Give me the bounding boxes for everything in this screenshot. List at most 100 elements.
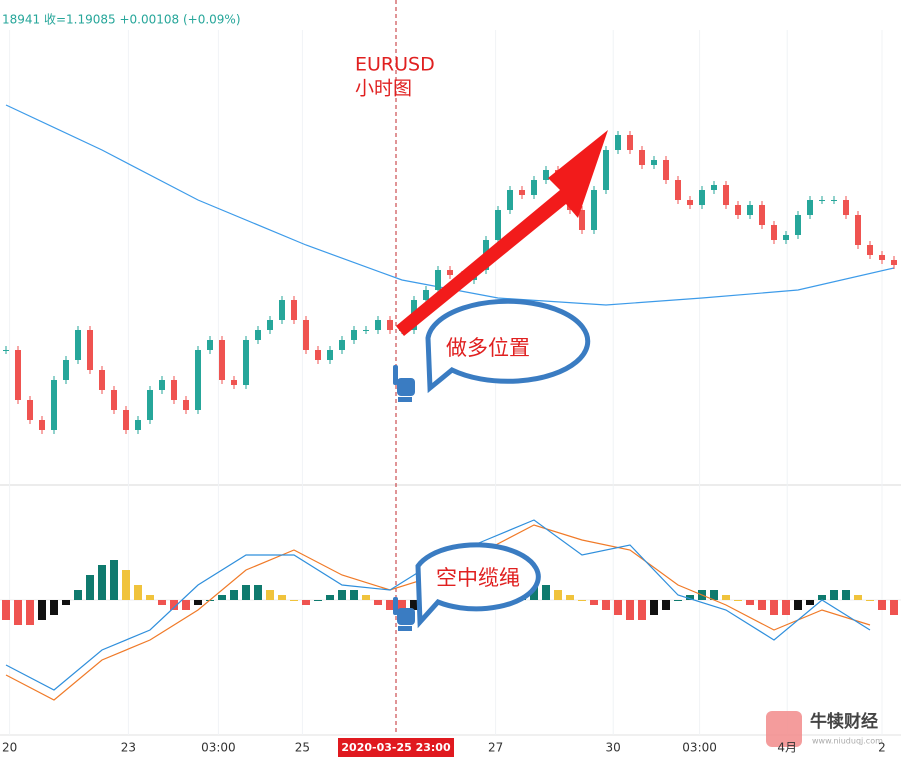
histogram-bar [122,570,130,600]
histogram-bar [842,590,850,600]
candle [831,200,837,201]
callout-bubble [415,542,541,629]
chart-title: EURUSD [355,54,435,76]
callout-text: 做多位置 [446,336,530,360]
candle [651,160,657,165]
histogram-bar [818,595,826,600]
candle [531,180,537,195]
x-tick-label: 23 [121,741,136,755]
candle [435,270,441,290]
x-tick-label: 03:00 [201,741,236,755]
candle [87,330,93,370]
candle [675,180,681,200]
candle [711,185,717,190]
candle [123,410,129,430]
histogram-bar [326,595,334,600]
candle [99,370,105,390]
candle [39,420,45,430]
histogram-bar [146,595,154,600]
watermark-logo [766,711,802,747]
candle [447,270,453,275]
candle [243,340,249,385]
candle [15,350,21,400]
histogram-bar [278,595,286,600]
candle [855,215,861,245]
candle [687,200,693,205]
candle [159,380,165,390]
hand-icon [393,365,415,402]
candle [879,255,885,260]
candle [183,400,189,410]
histogram-bar [614,600,622,615]
histogram-bar [26,600,34,625]
histogram-bar [770,600,778,615]
x-tick-label: 2 [878,741,886,755]
candle [807,200,813,215]
candle [843,200,849,215]
histogram-bar [782,600,790,615]
candle [291,300,297,320]
candle [747,205,753,215]
candle [423,290,429,300]
chart-subtitle: 小时图 [355,78,412,100]
candle [519,190,525,195]
candle [267,320,273,330]
candle [327,350,333,360]
candle [207,340,213,350]
candle [579,210,585,230]
histogram-bar [242,585,250,600]
histogram-bar [878,600,886,610]
histogram-bar [302,600,310,605]
histogram-bar [170,600,178,610]
callout-bubble [425,298,591,394]
candle [75,330,81,360]
crosshair-label: 2020-03-25 23:00 [341,741,451,754]
histogram-bar [338,590,346,600]
candle [867,245,873,255]
candle [735,205,741,215]
candle [51,380,57,430]
watermark-name: 牛犊财经 [810,711,878,732]
candle [759,205,765,225]
histogram-bar [194,600,202,605]
histogram-bar [254,585,262,600]
hand-icon [393,597,415,631]
x-tick-label: 20 [2,741,17,755]
candle [795,215,801,235]
histogram-bar [830,590,838,600]
candle [219,340,225,380]
candle [495,210,501,240]
histogram-bar [398,600,406,615]
candle [3,350,9,351]
histogram-bar [50,600,58,615]
histogram-bar [722,595,730,600]
candle [615,135,621,150]
histogram-bar [758,600,766,610]
candle [171,380,177,400]
histogram-bar [566,595,574,600]
histogram-bar [542,585,550,600]
histogram-bar [530,585,538,600]
candle [135,420,141,430]
x-tick-label: 4月 [777,741,797,755]
histogram-bar [710,590,718,600]
histogram-bar [410,600,418,610]
candle [303,320,309,350]
trend-arrow [396,130,608,336]
histogram-bar [638,600,646,620]
histogram-bar [362,595,370,600]
candle [819,200,825,201]
histogram-bar [98,565,106,600]
histogram-bar [86,575,94,600]
histogram-bar [746,600,754,605]
histogram-bar [554,590,562,600]
histogram-bar [734,600,742,601]
histogram-bar [890,600,898,615]
watermark-url: www.niuduqj.com [812,737,883,746]
histogram-bar [626,600,634,620]
histogram-bar [674,600,682,601]
candle [255,330,261,340]
candle [627,135,633,150]
histogram-bar [590,600,598,605]
